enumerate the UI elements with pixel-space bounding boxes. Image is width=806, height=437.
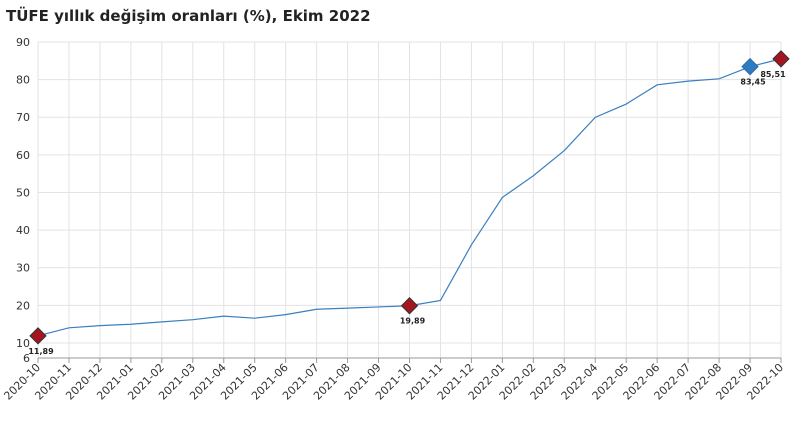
data-marker xyxy=(400,297,419,315)
y-tick-label: 6 xyxy=(23,352,30,365)
y-tick-label: 70 xyxy=(16,111,30,124)
data-marker xyxy=(772,50,790,68)
data-label: 19,89 xyxy=(400,317,426,326)
data-label: 85,51 xyxy=(760,70,786,79)
y-tick-label: 60 xyxy=(16,149,30,162)
y-tick-label: 50 xyxy=(16,186,30,199)
data-marker xyxy=(29,327,47,345)
y-tick-label: 30 xyxy=(16,262,30,275)
y-tick-label: 40 xyxy=(16,224,30,237)
data-marker xyxy=(741,57,759,76)
y-tick-label: 80 xyxy=(16,74,30,87)
chart-title: TÜFE yıllık değişim oranları (%), Ekim 2… xyxy=(6,6,371,25)
data-label: 83,45 xyxy=(740,78,766,87)
y-tick-label: 10 xyxy=(16,337,30,350)
y-tick-label: 20 xyxy=(16,299,30,312)
data-label: 11,89 xyxy=(28,347,54,356)
y-tick-label: 90 xyxy=(16,36,30,49)
